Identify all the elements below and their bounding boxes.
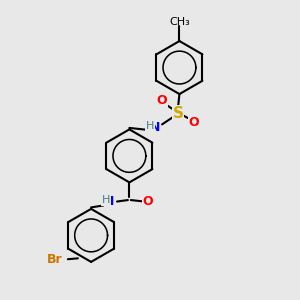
Text: Br: Br — [47, 253, 62, 266]
Text: O: O — [189, 116, 200, 129]
Text: S: S — [172, 106, 184, 121]
Text: H: H — [146, 121, 154, 131]
Text: N: N — [104, 195, 115, 208]
Text: N: N — [150, 121, 160, 134]
Text: O: O — [157, 94, 167, 107]
Text: H: H — [102, 195, 110, 205]
Text: CH₃: CH₃ — [169, 17, 190, 27]
Text: O: O — [142, 195, 153, 208]
